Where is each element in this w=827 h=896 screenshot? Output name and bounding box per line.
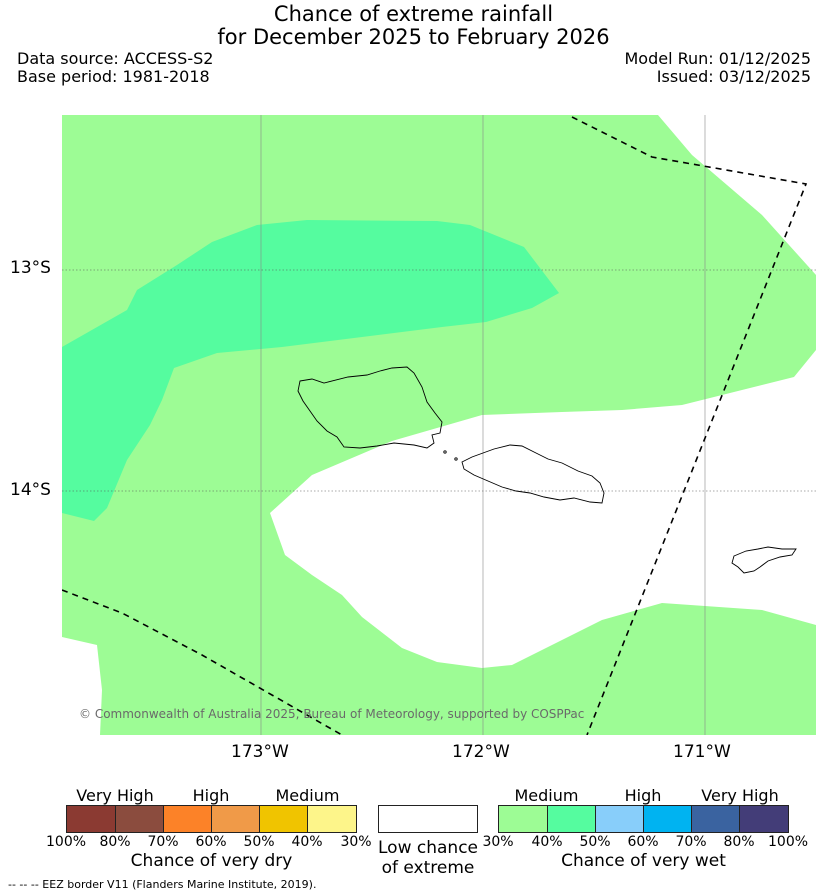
dry-swatch — [308, 806, 356, 832]
dry-tick: 40% — [291, 834, 323, 850]
base-period: Base period: 1981-2018 — [17, 67, 210, 86]
map-panel: © Commonwealth of Australia 2025, Bureau… — [61, 115, 816, 736]
wet-category-medium: Medium — [514, 786, 579, 805]
dry-swatch — [164, 806, 212, 832]
dry-colorbar — [66, 805, 357, 833]
wet-tick: 80% — [723, 834, 755, 850]
tutuila-island — [731, 546, 797, 574]
wet-category-very-high: Very High — [701, 786, 779, 805]
wet-category-high: High — [624, 786, 662, 805]
title-line-1: Chance of extreme rainfall — [273, 2, 554, 26]
wet-legend-title: Chance of very wet — [561, 851, 726, 871]
upolu-island — [461, 444, 605, 504]
low-chance-title-2: of extreme — [381, 858, 475, 878]
wet-swatch — [740, 806, 788, 832]
savaii-island — [297, 366, 443, 449]
dry-tick: 30% — [340, 834, 372, 850]
region-low-chance-top-right — [572, 115, 816, 735]
dry-category-high: High — [192, 786, 230, 805]
eez-border-east — [571, 116, 808, 736]
lon-label-172w: 172°W — [452, 742, 510, 762]
wet-tick: 40% — [531, 834, 563, 850]
title-line-2: for December 2025 to February 2026 — [217, 25, 610, 49]
lon-label-171w: 171°W — [673, 742, 731, 762]
islands — [297, 366, 797, 574]
wet-tick: 70% — [675, 834, 707, 850]
wet-swatch — [596, 806, 644, 832]
dry-legend-title: Chance of very dry — [130, 851, 293, 871]
dry-category-medium: Medium — [275, 786, 340, 805]
map-svg — [61, 115, 816, 736]
eez-border-west — [61, 589, 343, 736]
lat-label-14s: 14°S — [10, 480, 51, 500]
wet-tick: 100% — [768, 834, 809, 850]
gridlines — [260, 115, 706, 735]
wet-tick: 50% — [579, 834, 611, 850]
dry-tick: 100% — [46, 834, 87, 850]
wet-swatch — [644, 806, 692, 832]
issued-date: Issued: 03/12/2025 — [656, 67, 811, 86]
islet-1 — [443, 450, 447, 454]
dry-swatch — [260, 806, 308, 832]
region-low-chance-bottom-left — [62, 637, 102, 735]
data-source: Data source: ACCESS-S2 — [17, 49, 214, 68]
wet-colorbar — [498, 805, 789, 833]
dry-swatch — [212, 806, 260, 832]
dry-category-very-high: Very High — [76, 786, 154, 805]
low-chance-swatch — [378, 805, 478, 833]
wet-tick: 60% — [627, 834, 659, 850]
dry-tick: 80% — [99, 834, 131, 850]
dry-tick: 70% — [147, 834, 179, 850]
region-low-chance-center — [270, 350, 816, 668]
wet-swatch — [499, 806, 548, 832]
region-medium-green — [62, 220, 559, 521]
wet-swatch — [548, 806, 596, 832]
eez-border — [61, 116, 808, 736]
lon-label-173w: 173°W — [231, 742, 289, 762]
low-chance-title-1: Low chance — [378, 838, 478, 858]
dry-tick: 50% — [243, 834, 275, 850]
dry-swatch — [116, 806, 164, 832]
model-run: Model Run: 01/12/2025 — [624, 49, 812, 68]
islet-2 — [454, 457, 458, 461]
map-credit: © Commonwealth of Australia 2025, Bureau… — [79, 707, 585, 721]
wet-swatch — [692, 806, 740, 832]
dry-tick: 60% — [195, 834, 227, 850]
eez-footnote: -- -- -- EEZ border V11 (Flanders Marine… — [8, 878, 317, 891]
wet-tick: 30% — [482, 834, 514, 850]
dry-swatch — [67, 806, 116, 832]
lat-label-13s: 13°S — [10, 258, 51, 278]
